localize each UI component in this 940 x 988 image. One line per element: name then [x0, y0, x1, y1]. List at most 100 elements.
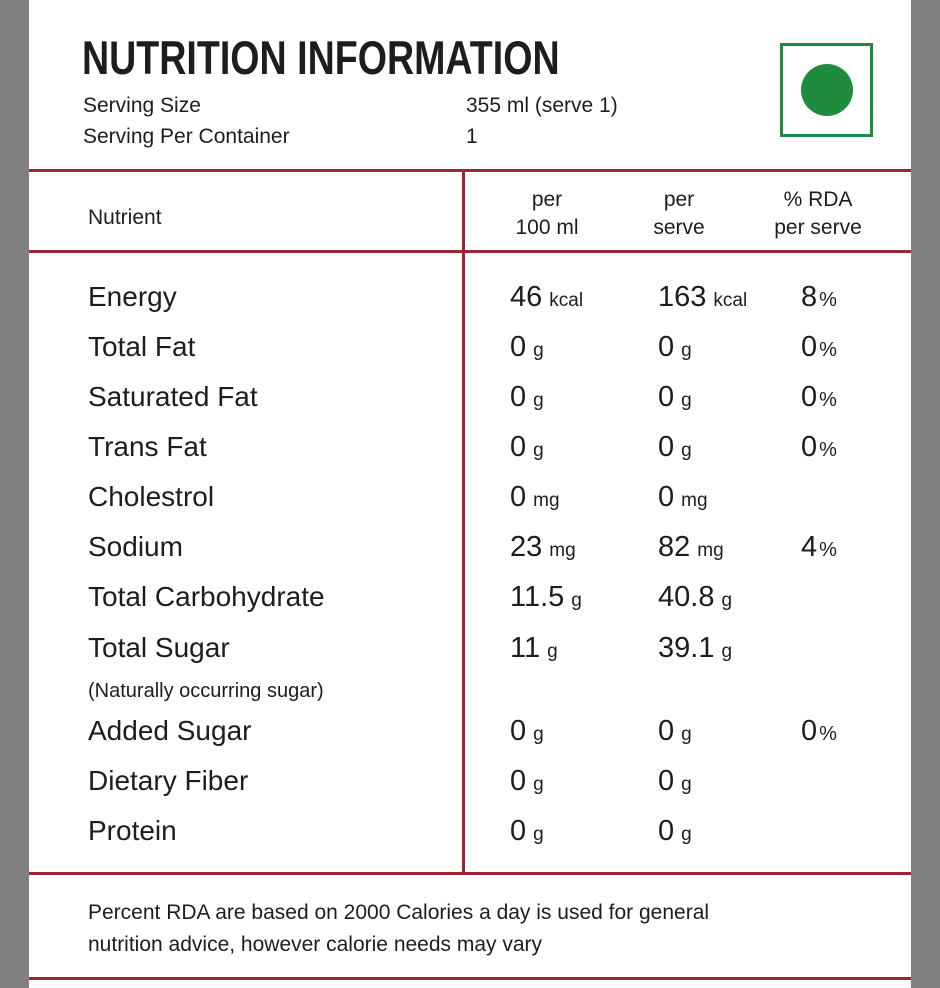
value: 11.5 [510, 581, 565, 613]
value: 0 [658, 765, 675, 797]
value: 0 [658, 815, 675, 847]
unit: g [721, 590, 733, 611]
table-row: Total Carbohydrate 11.5 g 40.8 g [29, 572, 911, 622]
table-row: Protein 0 g 0 g [29, 806, 911, 856]
value: 0 [510, 765, 527, 797]
rda-footnote-line1: Percent RDA are based on 2000 Calories a… [88, 901, 710, 924]
unit: g [533, 724, 544, 745]
nutrient-value-serve: 40.8 g [658, 572, 732, 627]
unit: g [681, 390, 692, 411]
unit: % [819, 389, 837, 411]
column-divider-rule [462, 169, 465, 875]
unit: g [533, 774, 544, 795]
value: 0 [658, 331, 675, 363]
nutrient-value-rda: 8% [801, 272, 837, 327]
rda-footnote-line2: nutrition advice, however calorie needs … [88, 933, 543, 956]
table-top-rule [29, 169, 911, 172]
table-row: Dietary Fiber 0 g 0 g [29, 756, 911, 806]
nutrient-value-rda: 0% [801, 422, 837, 477]
unit: mg [681, 490, 708, 511]
value: 0 [658, 431, 675, 463]
unit: % [819, 289, 837, 311]
serving-size-label: Serving Size [83, 94, 201, 117]
nutrient-name: Protein [88, 815, 177, 846]
unit: g [681, 824, 692, 845]
table-row: Saturated Fat 0 g 0 g 0% [29, 372, 911, 422]
nutrient-value-serve: 163 kcal [658, 272, 747, 327]
table-row: Cholestrol 0 mg 0 mg [29, 472, 911, 522]
nutrient-name: Added Sugar [88, 715, 252, 746]
table-bottom-rule [29, 872, 911, 875]
nutrient-value-serve: 0 mg [658, 472, 708, 527]
nutrient-value-serve: 82 mg [658, 522, 724, 577]
table-row: Sodium 23 mg 82 mg 4% [29, 522, 911, 572]
nutrient-name: Energy [88, 281, 177, 312]
value: 0 [801, 331, 818, 363]
right-gray-bar [911, 0, 940, 988]
serving-per-container-label: Serving Per Container [83, 125, 290, 148]
green-dot-icon [800, 64, 853, 116]
value: 163 [658, 281, 707, 313]
header-bottom-rule [29, 250, 911, 253]
value: 0 [801, 381, 818, 413]
value: 8 [801, 281, 818, 313]
unit: g [681, 724, 692, 745]
unit: g [681, 340, 692, 361]
nutrient-value-v100: 11 g [510, 622, 558, 679]
unit: g [547, 641, 558, 662]
table-row: Energy 46 kcal 163 kcal 8% [29, 272, 911, 322]
unit: % [819, 339, 837, 361]
nutrient-rows: Energy 46 kcal 163 kcal 8% Total Fat 0 g 0 g 0% Satu… [29, 253, 911, 856]
nutrient-name: Sodium [88, 531, 183, 562]
column-header-rda-per-serve: % RDA per serve [774, 188, 862, 239]
value: 46 [510, 281, 543, 313]
nutrient-value-v100: 23 mg [510, 522, 576, 577]
unit: % [819, 439, 837, 461]
table-row: Total Fat 0 g 0 g 0% [29, 322, 911, 372]
page-title: NUTRITION INFORMATION [82, 31, 560, 84]
unit: g [681, 774, 692, 795]
value: 82 [658, 531, 691, 563]
unit: g [571, 590, 582, 611]
value: 0 [801, 715, 818, 747]
rda-footnote: Percent RDA are based on 2000 Calories a… [88, 897, 709, 961]
unit: mg [549, 540, 576, 561]
value: 23 [510, 531, 543, 563]
unit: g [533, 824, 544, 845]
value: 0 [510, 431, 527, 463]
value: 4 [801, 531, 818, 563]
value: 0 [658, 381, 675, 413]
table-row: Added Sugar 0 g 0 g 0% [29, 706, 911, 756]
value: 11 [510, 632, 541, 664]
unit: g [533, 390, 544, 411]
nutrient-name: Cholestrol [88, 481, 215, 512]
value: 0 [801, 431, 818, 463]
unit: g [533, 440, 544, 461]
nutrient-value-rda: 0% [801, 372, 837, 427]
value: 0 [510, 715, 527, 747]
nutrient-value-rda: 0% [801, 706, 837, 761]
nutrient-name: Total Sugar [88, 632, 230, 663]
column-header-per-serve: per serve [653, 188, 705, 239]
unit: kcal [713, 290, 748, 311]
nutrient-value-v100: 11.5 g [510, 572, 582, 627]
value: 39.1 [658, 632, 715, 664]
table-row: Total Sugar (Naturally occurring sugar) 11… [29, 622, 911, 706]
nutrient-value-rda: 4% [801, 522, 837, 577]
footer-bottom-rule [29, 977, 911, 980]
table-row: Trans Fat 0 g 0 g 0% [29, 422, 911, 472]
unit: kcal [549, 290, 584, 311]
value: 40.8 [658, 581, 715, 613]
column-header-nutrient: Nutrient [88, 206, 162, 229]
